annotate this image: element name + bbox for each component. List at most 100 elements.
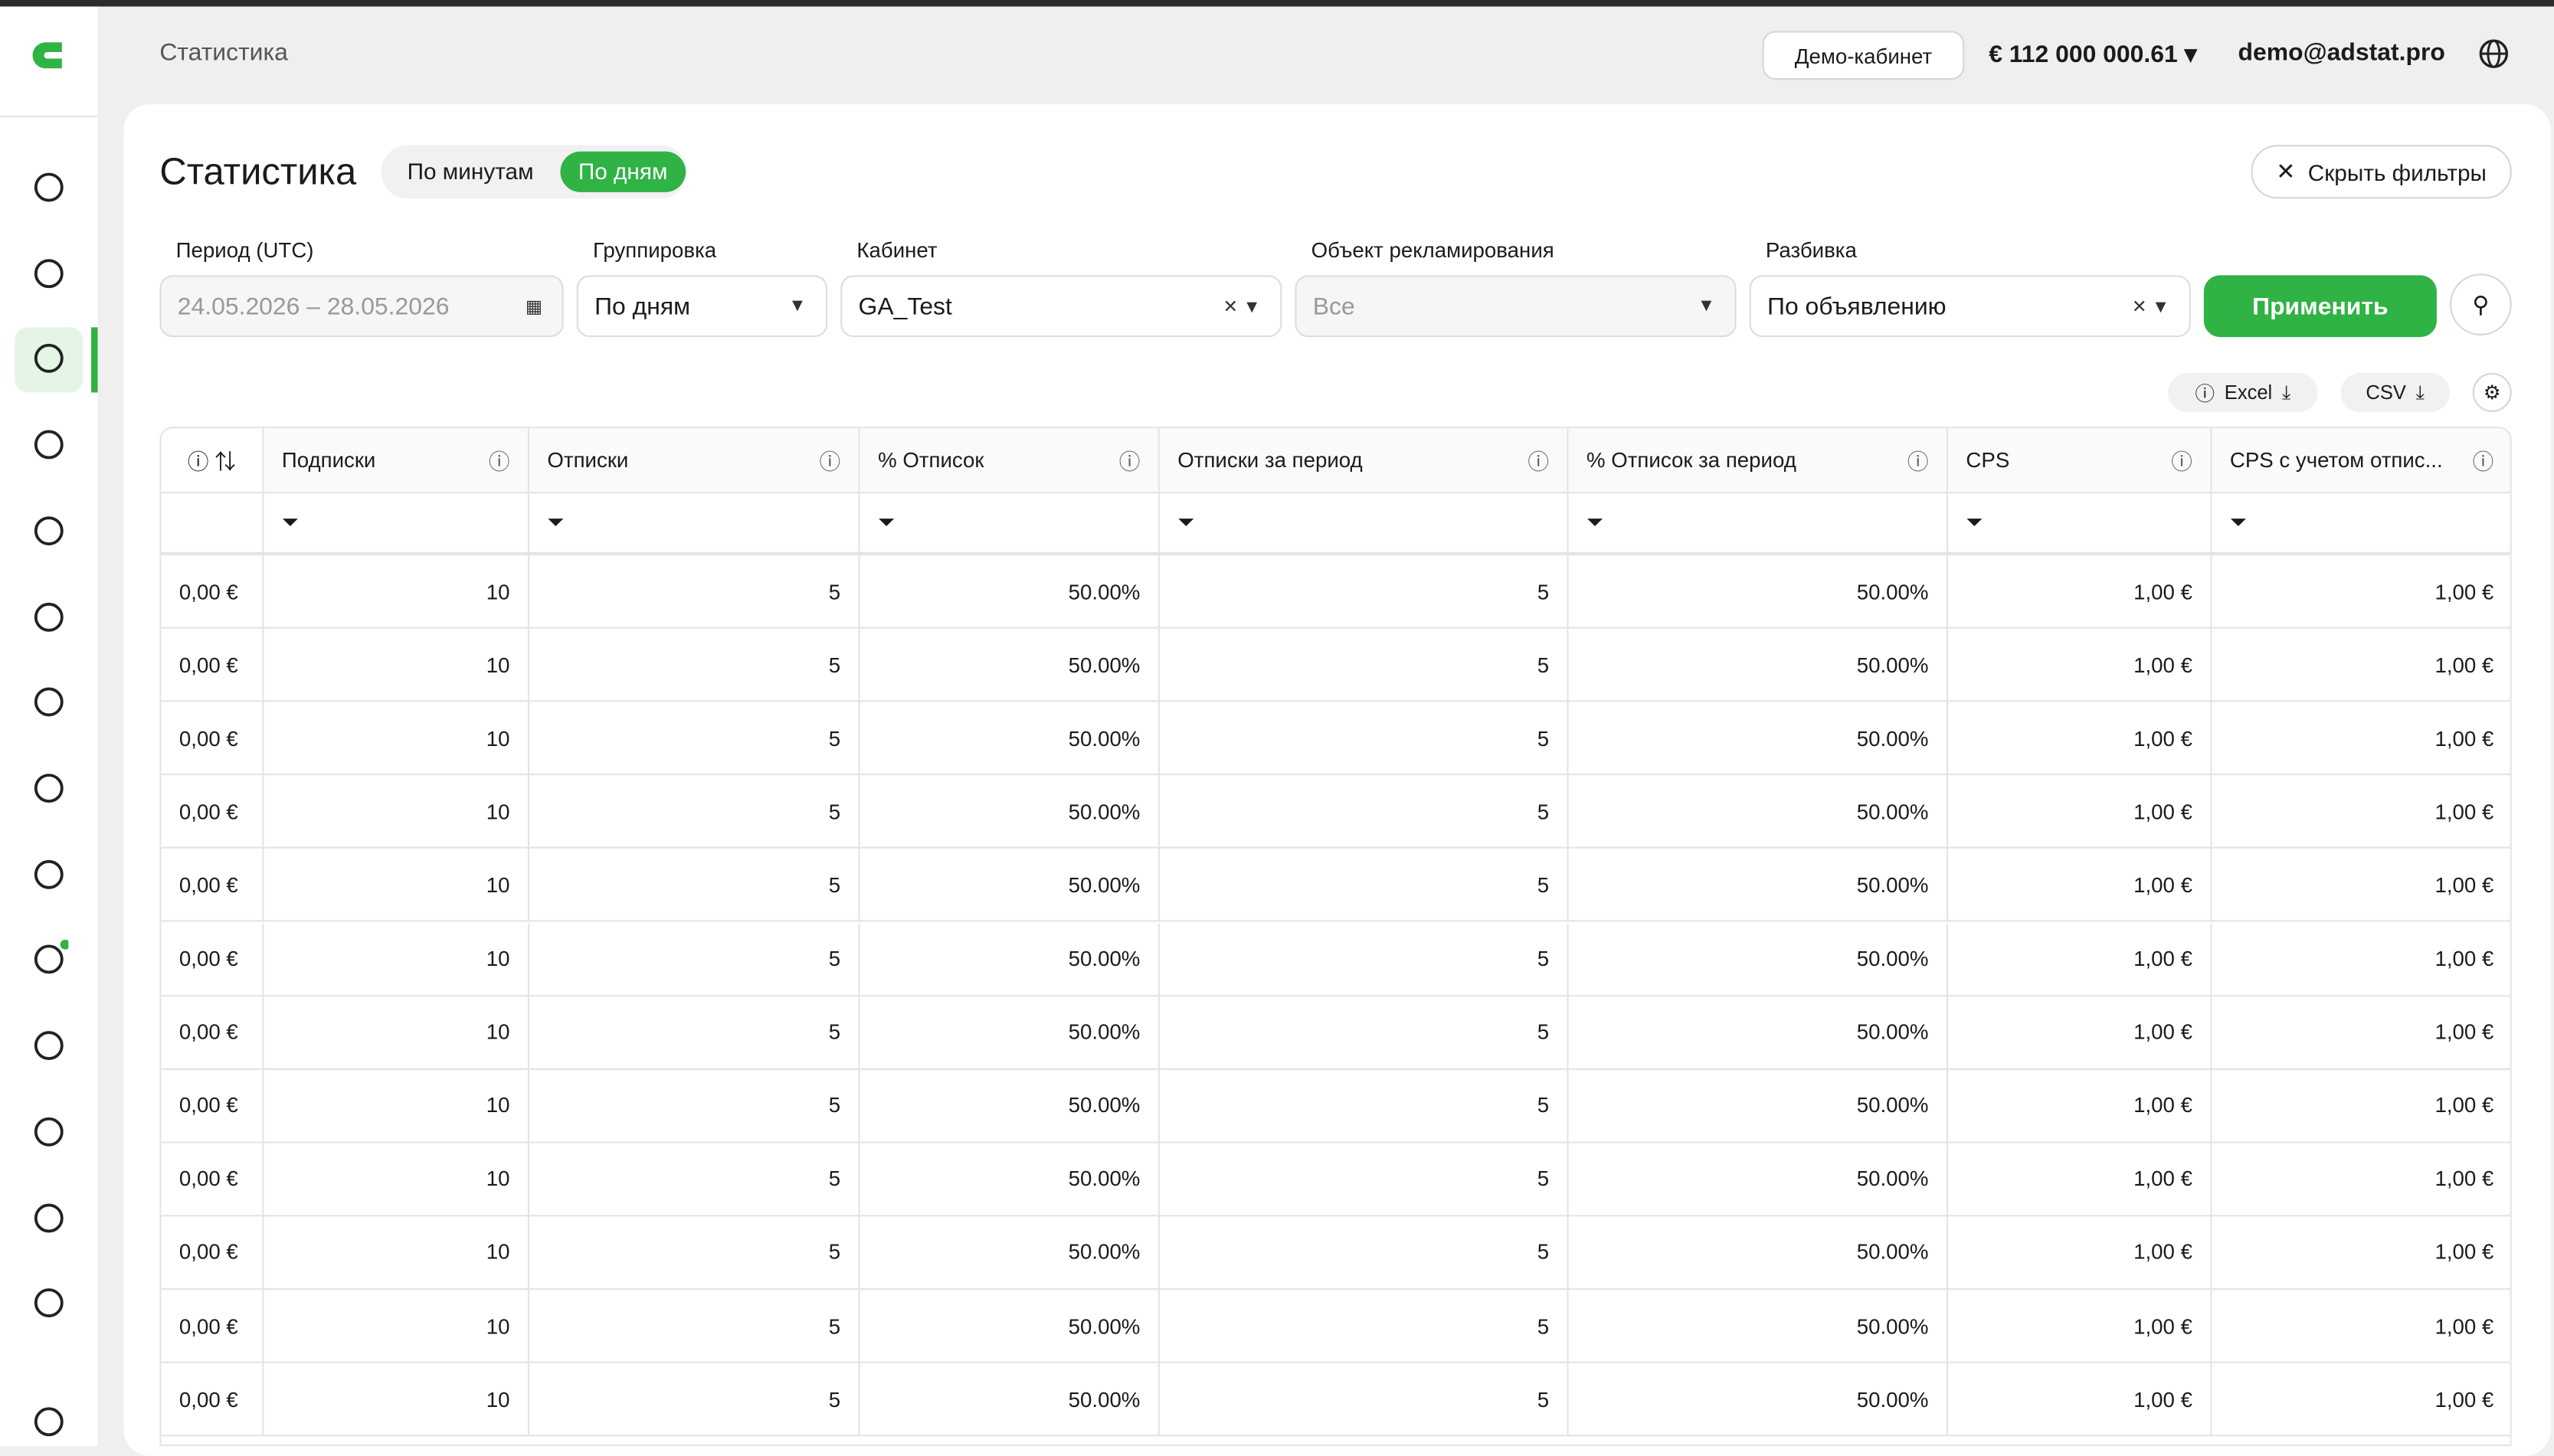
table-cell: 0,00 €: [161, 1290, 264, 1363]
column-filter[interactable]: ⏷: [2212, 493, 2510, 556]
filter-label: Объект рекламирования: [1311, 237, 1554, 263]
nav-icon[interactable]: [29, 425, 68, 464]
table-cell: 1,00 €: [2212, 555, 2510, 629]
apply-button[interactable]: Применить: [2203, 275, 2437, 338]
info-icon: ⓘ: [2195, 381, 2215, 405]
table-cell: 50.00%: [860, 1290, 1160, 1363]
nav-icon[interactable]: [29, 168, 68, 207]
table-cell: 5: [529, 1363, 860, 1437]
nav-icon[interactable]: [29, 512, 68, 551]
table-cell: 50.00%: [1568, 1216, 1949, 1290]
table-cell: 0,00 €: [161, 775, 264, 849]
help-icon: ⓘ: [2472, 449, 2494, 474]
nav-icon[interactable]: [29, 1026, 68, 1065]
column-header[interactable]: CPS ⓘ: [1948, 428, 2212, 494]
filter-input[interactable]: По дням ▼: [576, 275, 828, 338]
table-cell: 50.00%: [1568, 1069, 1949, 1143]
column-title: % Отписок: [878, 447, 984, 473]
filter-value: По дням: [594, 292, 691, 320]
export-button[interactable]: CSV ⤓: [2340, 372, 2450, 412]
column-filter[interactable]: ⏷: [1568, 493, 1949, 556]
nav-icon[interactable]: [29, 339, 68, 378]
table-cell: 1,00 €: [1948, 996, 2212, 1070]
table-cell: 0,00 €: [161, 996, 264, 1070]
table-cell: 5: [529, 1069, 860, 1143]
table-cell: 0,00 €: [161, 1143, 264, 1216]
table-cell: 0,00 €: [161, 628, 264, 702]
export-button[interactable]: ⓘ Excel ⤓: [2168, 372, 2318, 412]
column-header[interactable]: % Отписок ⓘ: [860, 428, 1160, 494]
table-cell: 1,00 €: [2212, 996, 2510, 1070]
table-cell: 10: [264, 849, 530, 923]
column-header[interactable]: Отписки ⓘ: [529, 428, 860, 494]
top-bar: [0, 0, 2554, 7]
sidebar: [0, 6, 98, 1447]
table-settings-button[interactable]: ⚙: [2472, 372, 2512, 412]
table-cell: 1,00 €: [1948, 1290, 2212, 1363]
divider: [0, 115, 98, 118]
filter-label: Кабинет: [856, 237, 938, 263]
column-header[interactable]: % Отписок за период ⓘ: [1568, 428, 1949, 494]
column-filter[interactable]: ⏷: [1159, 493, 1569, 556]
table-cell: 50.00%: [1568, 1143, 1949, 1216]
nav-icon[interactable]: [29, 1112, 68, 1151]
table-cell: 0,00 €: [161, 702, 264, 776]
table-cell: 1,00 €: [2212, 1069, 2510, 1143]
header-icons[interactable]: ⓘ ⇅: [161, 428, 264, 494]
column-filter[interactable]: ⏷: [860, 493, 1160, 556]
filter-input[interactable]: GA_Test ✕ ▼: [840, 275, 1282, 338]
column-header[interactable]: CPS с учетом отпис... ⓘ: [2212, 428, 2510, 494]
table-cell: 0,00 €: [161, 1069, 264, 1143]
balance[interactable]: € 112 000 000.61 ▾: [1989, 41, 2197, 69]
nav-icon[interactable]: [29, 769, 68, 808]
table-cell: 5: [529, 775, 860, 849]
nav-icon[interactable]: [29, 1402, 68, 1441]
nav-icon[interactable]: [29, 1284, 68, 1323]
nav-icon[interactable]: [29, 597, 68, 636]
table-cell: 1,00 €: [2212, 1363, 2510, 1437]
email[interactable]: demo@adstat.pro: [2238, 39, 2445, 67]
nav-icon[interactable]: [29, 254, 68, 293]
clear-filters-button[interactable]: ⚲: [2449, 273, 2512, 336]
hide-filters-button[interactable]: ✕ Скрыть фильтры: [2251, 145, 2512, 199]
page-title: Статистика: [159, 149, 357, 192]
logo[interactable]: [26, 33, 72, 79]
column-title: CPS с учетом отпис...: [2229, 447, 2443, 473]
language-icon[interactable]: [2477, 38, 2510, 70]
table-cell: 10: [264, 1143, 530, 1216]
filter-input[interactable]: 24.05.2026 – 28.05.2026 ▦: [159, 275, 564, 338]
table-cell: 0,00 €: [161, 555, 264, 629]
column-filter[interactable]: ⏷: [529, 493, 860, 556]
table-cell: 50.00%: [1568, 1363, 1949, 1437]
nav-icon[interactable]: [29, 682, 68, 721]
nav-icon[interactable]: [29, 855, 68, 894]
table-cell: 0,00 €: [161, 1363, 264, 1437]
table-cell: 50.00%: [860, 702, 1160, 776]
table-cell: 1,00 €: [2212, 1143, 2510, 1216]
filter-input[interactable]: По объявлению ✕ ▼: [1749, 275, 2191, 338]
filter-input[interactable]: Все ▼: [1295, 275, 1737, 338]
table-cell: 50.00%: [1568, 628, 1949, 702]
column-filter[interactable]: ⏷: [1948, 493, 2212, 556]
table-cell: 5: [1159, 1069, 1569, 1143]
balance-value: € 112 000 000.61: [1989, 41, 2178, 69]
tabs: По минутам По дням: [381, 145, 688, 199]
help-icon: ⓘ: [1527, 449, 1550, 474]
tab[interactable]: По дням: [560, 151, 686, 192]
column-filter[interactable]: [161, 493, 264, 556]
tab[interactable]: По минутам: [407, 158, 534, 185]
filter-arrow: ▼: [788, 296, 807, 316]
column-filter[interactable]: ⏷: [264, 493, 530, 556]
export-label: CSV: [2366, 381, 2406, 404]
table-cell: 5: [1159, 1290, 1569, 1363]
column-title: CPS: [1966, 447, 2010, 473]
column-header[interactable]: Подписки ⓘ: [264, 428, 530, 494]
demo-button[interactable]: Демо-кабинет: [1762, 31, 1965, 80]
nav-icon[interactable]: [29, 1199, 68, 1238]
nav-icon[interactable]: [29, 939, 69, 979]
table-cell: 5: [1159, 628, 1569, 702]
column-header[interactable]: Отписки за период ⓘ: [1159, 428, 1569, 494]
table-cell: 50.00%: [860, 1216, 1160, 1290]
table-cell: 1,00 €: [1948, 775, 2212, 849]
active-indicator: [91, 327, 98, 393]
